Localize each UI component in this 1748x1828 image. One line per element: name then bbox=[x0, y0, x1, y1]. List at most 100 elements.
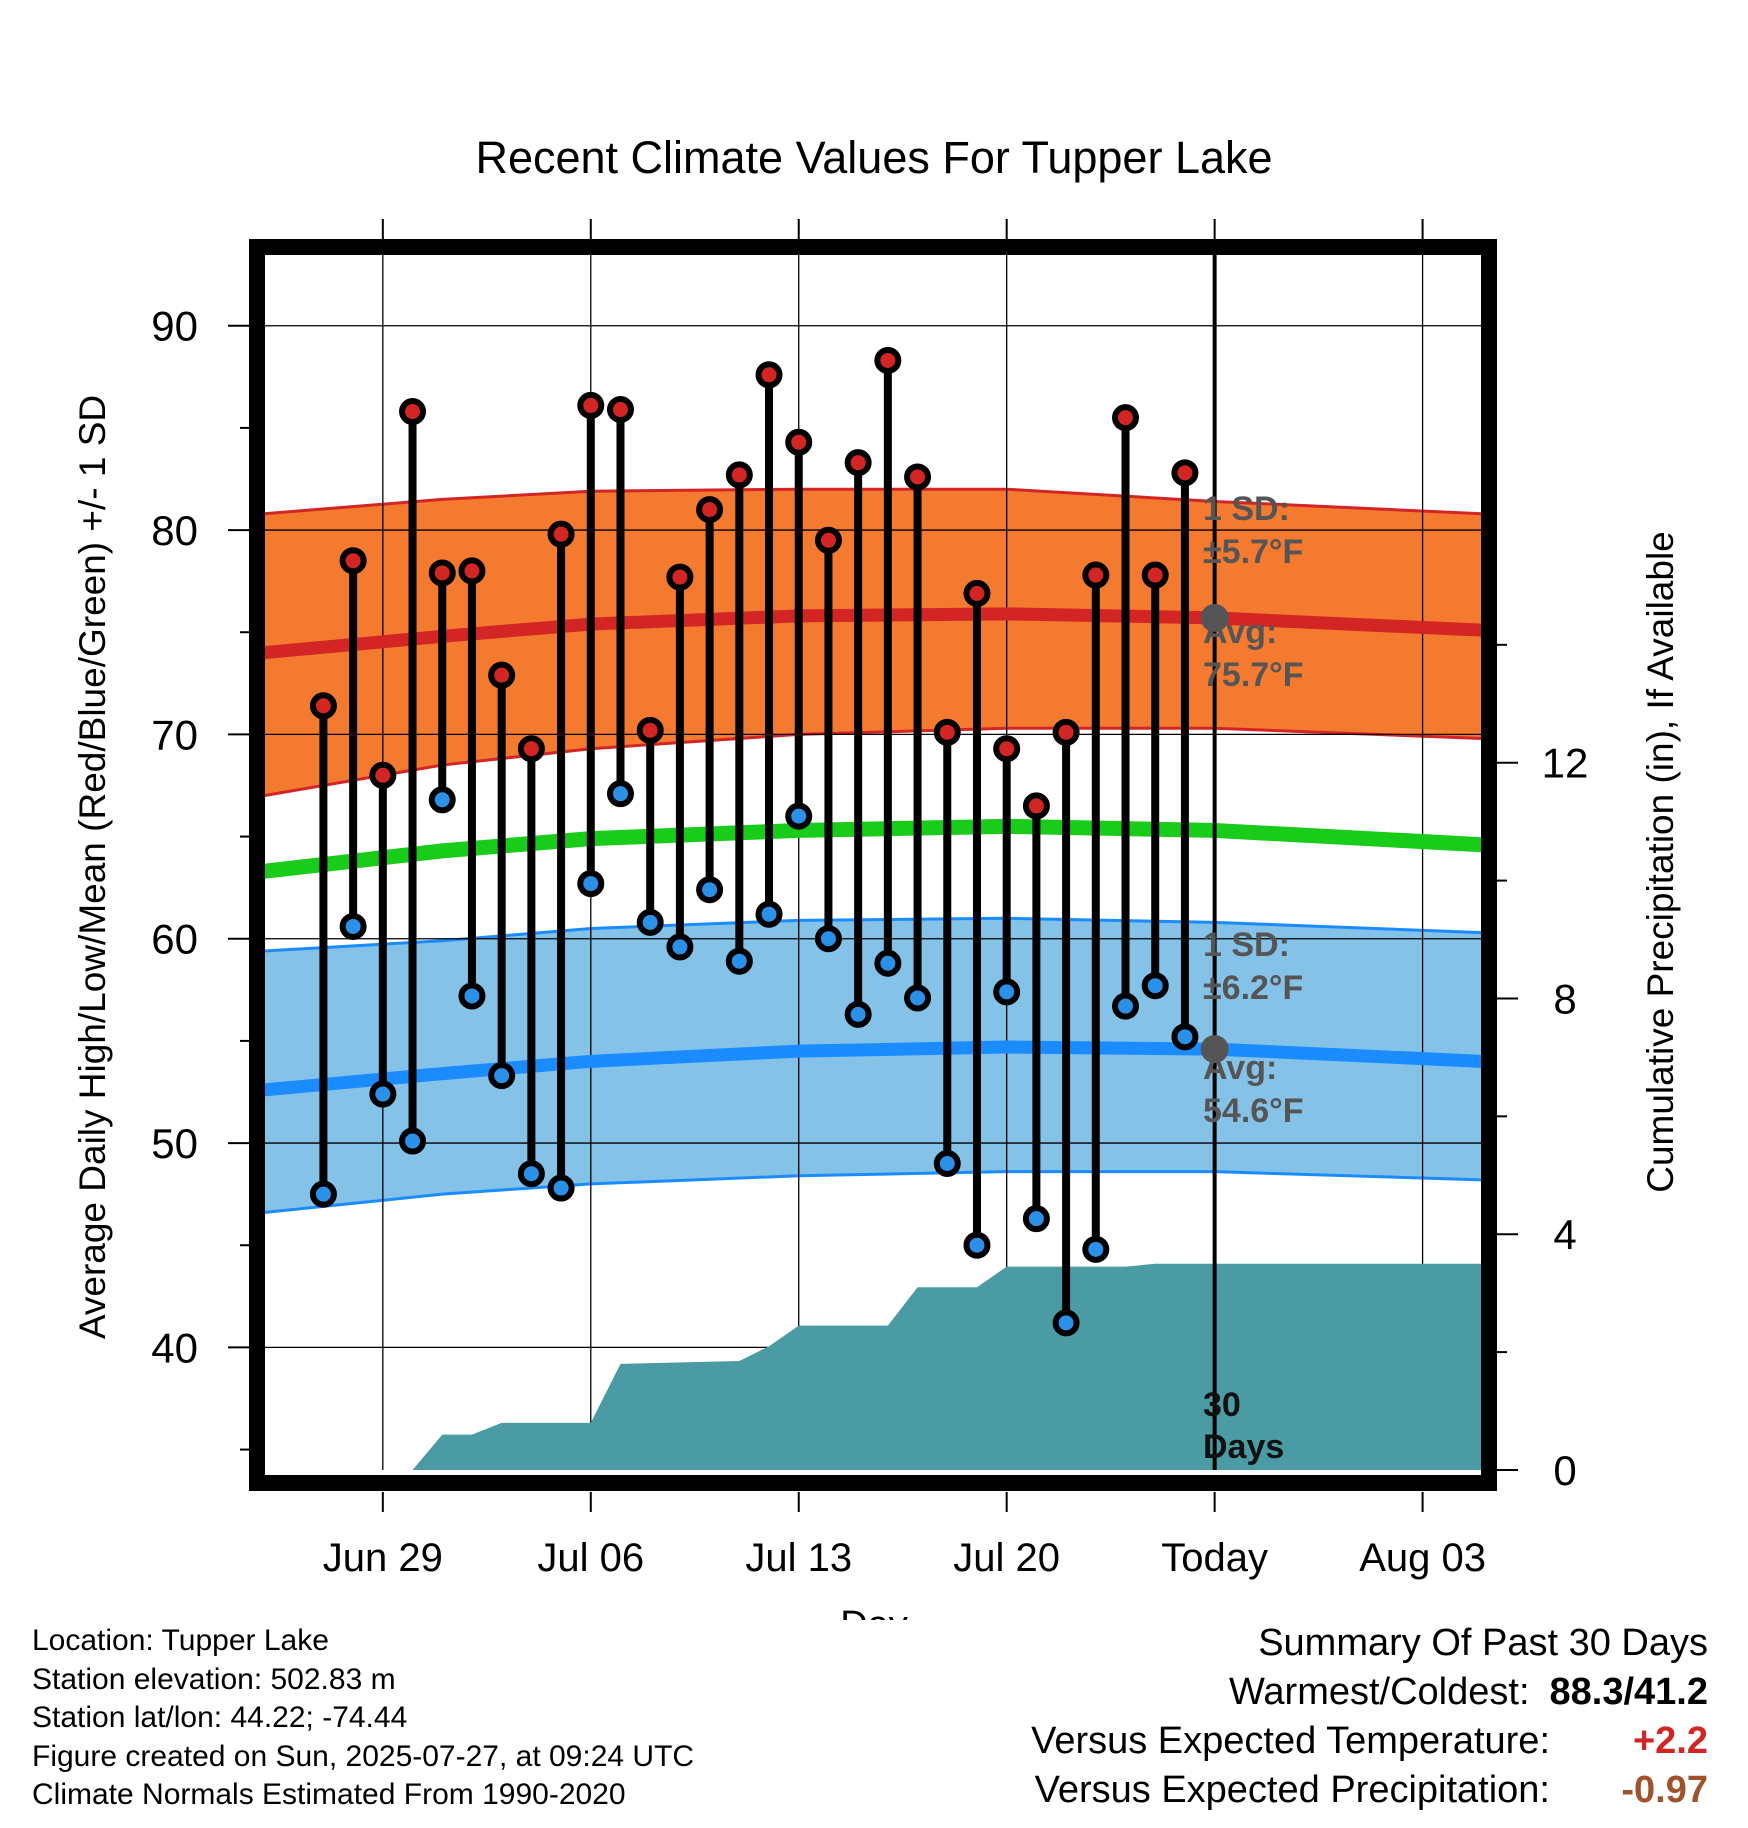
low-point bbox=[458, 982, 486, 1010]
precipitation-area bbox=[412, 1263, 1482, 1470]
summary-panel: Summary Of Past 30 Days Warmest/Coldest:… bbox=[1031, 1619, 1708, 1815]
station-metadata: Location: Tupper Lake Station elevation:… bbox=[32, 1622, 694, 1815]
high-point bbox=[814, 526, 842, 554]
high-point bbox=[874, 346, 902, 374]
high-point bbox=[339, 547, 367, 575]
y-tick-label: 40 bbox=[151, 1324, 198, 1371]
y2-axis-label: Cumulative Precipitation (in), If Availa… bbox=[1640, 531, 1681, 1193]
window-days-label: Days bbox=[1203, 1428, 1284, 1466]
low-avg-label: Avg: bbox=[1203, 1049, 1277, 1087]
low-point bbox=[339, 912, 367, 940]
annotations: 1 SD: ±5.7°F Avg: 75.7°F 1 SD: ±6.2°F Av… bbox=[1203, 490, 1304, 1466]
low-avg-value: 54.6°F bbox=[1203, 1092, 1304, 1130]
high-point bbox=[933, 718, 961, 746]
y2-tick-label: 8 bbox=[1553, 975, 1576, 1022]
low-point bbox=[1082, 1235, 1110, 1263]
precip-anomaly-row: Versus Expected Precipitation: -0.97 bbox=[1031, 1766, 1708, 1815]
high-avg-label: Avg: bbox=[1203, 613, 1277, 651]
low-point bbox=[963, 1231, 991, 1259]
x-tick-label: Jul 20 bbox=[953, 1536, 1060, 1580]
high-point bbox=[428, 559, 456, 587]
x-tick-label: Aug 03 bbox=[1359, 1536, 1486, 1580]
high-point bbox=[696, 496, 724, 524]
low-point bbox=[399, 1127, 427, 1155]
low-point bbox=[369, 1080, 397, 1108]
y-tick-label: 50 bbox=[151, 1120, 198, 1167]
low-point bbox=[517, 1160, 545, 1188]
high-avg-value: 75.7°F bbox=[1203, 656, 1304, 694]
high-point bbox=[517, 735, 545, 763]
high-point bbox=[309, 692, 337, 720]
high-point bbox=[636, 716, 664, 744]
x-tick-label: Today bbox=[1161, 1536, 1268, 1580]
high-point bbox=[606, 396, 634, 424]
location-text: Location: Tupper Lake bbox=[32, 1624, 329, 1657]
avg-mean-line bbox=[264, 818, 1482, 879]
low-point bbox=[547, 1174, 575, 1202]
low-point bbox=[1141, 972, 1169, 1000]
low-point bbox=[844, 1000, 872, 1028]
low-point bbox=[904, 984, 932, 1012]
y2-tick-label: 0 bbox=[1553, 1447, 1576, 1494]
y-axis-left: 40 50 60 70 80 90 bbox=[151, 303, 249, 1451]
low-point bbox=[785, 802, 813, 830]
low-point bbox=[636, 908, 664, 936]
high-point bbox=[785, 428, 813, 456]
low-point bbox=[1052, 1309, 1080, 1337]
warm-cold-row: Warmest/Coldest: 88.3/41.2 bbox=[1031, 1668, 1708, 1717]
high-point bbox=[993, 735, 1021, 763]
summary-heading: Summary Of Past 30 Days bbox=[1258, 1622, 1708, 1664]
low-point bbox=[428, 786, 456, 814]
x-axis: Jun 29 Jul 06 Jul 13 Jul 20 Today Aug 03 bbox=[323, 219, 1486, 1580]
precip-anomaly-label: Versus Expected Precipitation: bbox=[1034, 1769, 1550, 1811]
window-days-number: 30 bbox=[1203, 1386, 1241, 1424]
y2-tick-label: 12 bbox=[1542, 740, 1589, 787]
low-point bbox=[725, 947, 753, 975]
high-point bbox=[904, 463, 932, 491]
y2-tick-label: 4 bbox=[1553, 1211, 1576, 1258]
low-point bbox=[488, 1062, 516, 1090]
today-avg-high-marker bbox=[1200, 603, 1229, 632]
latlon-text: Station lat/lon: 44.22; -74.44 bbox=[32, 1701, 408, 1734]
low-sd-band bbox=[264, 918, 1482, 1213]
high-point bbox=[963, 579, 991, 607]
normal-bands bbox=[264, 487, 1482, 1215]
low-point bbox=[1112, 992, 1140, 1020]
low-point bbox=[814, 925, 842, 953]
low-point bbox=[933, 1150, 961, 1177]
cumulative-precip-area bbox=[412, 1263, 1482, 1470]
high-point bbox=[577, 391, 605, 419]
high-point bbox=[666, 563, 694, 591]
high-point bbox=[458, 557, 486, 585]
normals-text: Climate Normals Estimated From 1990-2020 bbox=[32, 1778, 626, 1811]
low-sd-label: 1 SD: bbox=[1203, 926, 1290, 964]
created-text: Figure created on Sun, 2025-07-27, at 09… bbox=[32, 1739, 695, 1773]
high-point bbox=[1171, 459, 1199, 487]
low-point bbox=[696, 876, 724, 904]
high-point bbox=[1052, 718, 1080, 746]
high-point bbox=[1112, 404, 1140, 432]
y-axis-right: 0 4 8 12 bbox=[1497, 643, 1589, 1494]
low-point bbox=[1171, 1023, 1199, 1051]
high-point bbox=[369, 761, 397, 789]
today-avg-low-marker bbox=[1200, 1035, 1229, 1064]
high-point bbox=[1082, 561, 1110, 589]
high-point bbox=[1022, 792, 1050, 820]
high-sd-band bbox=[264, 489, 1482, 796]
high-point bbox=[1141, 561, 1169, 589]
temp-anomaly-value: +2.2 bbox=[1632, 1720, 1708, 1762]
low-point bbox=[874, 949, 902, 977]
low-point bbox=[993, 978, 1021, 1006]
x-tick-label: Jul 06 bbox=[537, 1536, 644, 1580]
high-point bbox=[547, 520, 575, 548]
y-tick-label: 60 bbox=[151, 916, 198, 963]
high-point bbox=[844, 449, 872, 477]
low-point bbox=[666, 933, 694, 961]
x-tick-label: Jul 13 bbox=[745, 1536, 852, 1580]
climate-chart: Recent Climate Values For Tupper Lake 1 … bbox=[72, 132, 1681, 1620]
daily-observations bbox=[309, 346, 1199, 1337]
high-point bbox=[488, 661, 516, 689]
x-tick-label: Jun 29 bbox=[323, 1536, 443, 1580]
plot-frame bbox=[249, 239, 1497, 1491]
low-sd-value: ±6.2°F bbox=[1203, 969, 1303, 1007]
